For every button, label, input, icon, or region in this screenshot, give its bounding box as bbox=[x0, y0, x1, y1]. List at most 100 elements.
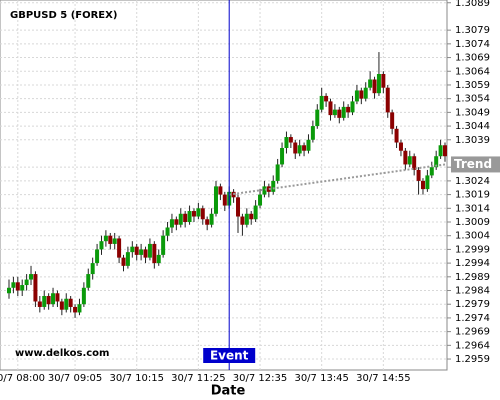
candle-body bbox=[86, 274, 91, 288]
y-tick-label: 1.3059 bbox=[455, 80, 490, 91]
candle-body bbox=[59, 301, 64, 310]
y-tick-label: 1.3054 bbox=[455, 94, 490, 105]
candle-body bbox=[407, 156, 412, 165]
y-tick-label: 1.3039 bbox=[455, 135, 490, 146]
candle-body bbox=[319, 95, 324, 110]
candle-body bbox=[302, 145, 307, 151]
candle-body bbox=[15, 282, 20, 291]
y-tick-label: 1.2989 bbox=[455, 272, 490, 283]
candle-body bbox=[51, 293, 56, 305]
candle-body bbox=[363, 87, 368, 99]
candle-body bbox=[147, 243, 152, 258]
candle-body bbox=[24, 279, 29, 286]
candle-body bbox=[42, 296, 47, 307]
y-tick-label: 1.2979 bbox=[455, 299, 490, 310]
trend-label-box bbox=[451, 156, 500, 173]
candle-body bbox=[108, 235, 113, 244]
candle-body bbox=[178, 213, 183, 225]
y-tick-label: 1.3024 bbox=[455, 176, 490, 187]
y-tick-label: 1.3009 bbox=[455, 217, 490, 228]
candle-body bbox=[293, 142, 298, 154]
candle-body bbox=[438, 145, 443, 157]
x-tick-label: 30/7 10:15 bbox=[109, 373, 163, 384]
candle-body bbox=[213, 186, 218, 214]
y-tick-label: 1.2999 bbox=[455, 244, 490, 255]
candle-body bbox=[125, 252, 130, 266]
candle-body bbox=[152, 243, 157, 264]
y-tick-label: 1.2994 bbox=[455, 258, 490, 269]
candle-body bbox=[103, 235, 108, 242]
candle-body bbox=[249, 213, 254, 220]
y-tick-label: 1.2964 bbox=[455, 340, 490, 351]
candle-body bbox=[169, 219, 174, 228]
candle-body bbox=[11, 282, 16, 288]
candle-body bbox=[258, 194, 263, 206]
candle-body bbox=[240, 216, 245, 225]
x-axis-label: Date bbox=[211, 384, 246, 399]
candle-body bbox=[368, 79, 373, 88]
y-tick-label: 1.3014 bbox=[455, 203, 490, 214]
candle-body bbox=[37, 301, 42, 307]
candle-body bbox=[64, 298, 69, 310]
candle-body bbox=[372, 79, 377, 94]
x-tick-label: 30/7 13:45 bbox=[294, 373, 348, 384]
candle-body bbox=[191, 211, 196, 217]
candle-body bbox=[271, 180, 276, 192]
candle-body bbox=[280, 148, 285, 165]
candle-body bbox=[394, 128, 399, 143]
candle-body bbox=[99, 241, 104, 250]
candle-body bbox=[284, 137, 289, 148]
trend-label: Trend bbox=[454, 157, 492, 171]
x-tick-label: 30/7 08:00 bbox=[0, 373, 45, 384]
candle-body bbox=[73, 306, 78, 313]
candle-body bbox=[218, 186, 223, 195]
y-tick-label: 1.2974 bbox=[455, 313, 490, 324]
candle-body bbox=[90, 263, 95, 275]
y-tick-label: 1.3069 bbox=[455, 53, 490, 64]
candle-body bbox=[244, 213, 249, 225]
x-tick-label: 30/7 14:55 bbox=[356, 373, 410, 384]
candle-body bbox=[183, 213, 188, 222]
candle-body bbox=[165, 227, 170, 236]
candle-body bbox=[275, 164, 280, 181]
candle-body bbox=[420, 180, 425, 190]
candle-body bbox=[403, 150, 408, 165]
candle-body bbox=[328, 101, 333, 116]
candle-body bbox=[443, 145, 447, 157]
y-tick-label: 1.3079 bbox=[455, 25, 490, 36]
candle-body bbox=[209, 213, 214, 225]
event-label-box bbox=[203, 348, 256, 363]
candle-body bbox=[390, 112, 395, 129]
chart-title: GBPUSD 5 (FOREX) bbox=[10, 10, 117, 21]
candle-body bbox=[412, 156, 417, 170]
candle-body bbox=[29, 274, 34, 280]
candle-body bbox=[306, 139, 311, 151]
candle-body bbox=[46, 296, 51, 305]
x-tick-label: 30/7 12:35 bbox=[233, 373, 287, 384]
y-tick-label: 1.2984 bbox=[455, 286, 490, 297]
candle-body bbox=[55, 293, 60, 302]
candle-body bbox=[187, 211, 192, 222]
candle-body bbox=[310, 126, 315, 140]
candle-body bbox=[222, 194, 227, 206]
candle-body bbox=[429, 167, 434, 176]
x-tick-label: 30/7 09:05 bbox=[48, 373, 102, 384]
y-tick-label: 1.3049 bbox=[455, 107, 490, 118]
candle-body bbox=[68, 298, 73, 307]
candle-body bbox=[332, 109, 337, 116]
candle-body bbox=[341, 106, 346, 118]
candle-body bbox=[337, 109, 342, 118]
candle-body bbox=[381, 74, 386, 88]
candle-body bbox=[7, 287, 11, 294]
y-tick-label: 1.3064 bbox=[455, 66, 490, 77]
candle-body bbox=[130, 246, 135, 253]
candle-body bbox=[236, 197, 241, 217]
x-tick-label: 30/7 11:25 bbox=[171, 373, 225, 384]
candle-body bbox=[425, 175, 430, 190]
candle-body bbox=[196, 208, 201, 217]
y-tick-label: 1.3019 bbox=[455, 190, 490, 201]
watermark: www.delkos.com bbox=[15, 348, 109, 359]
candle-body bbox=[262, 186, 267, 195]
candle-body bbox=[95, 249, 100, 264]
